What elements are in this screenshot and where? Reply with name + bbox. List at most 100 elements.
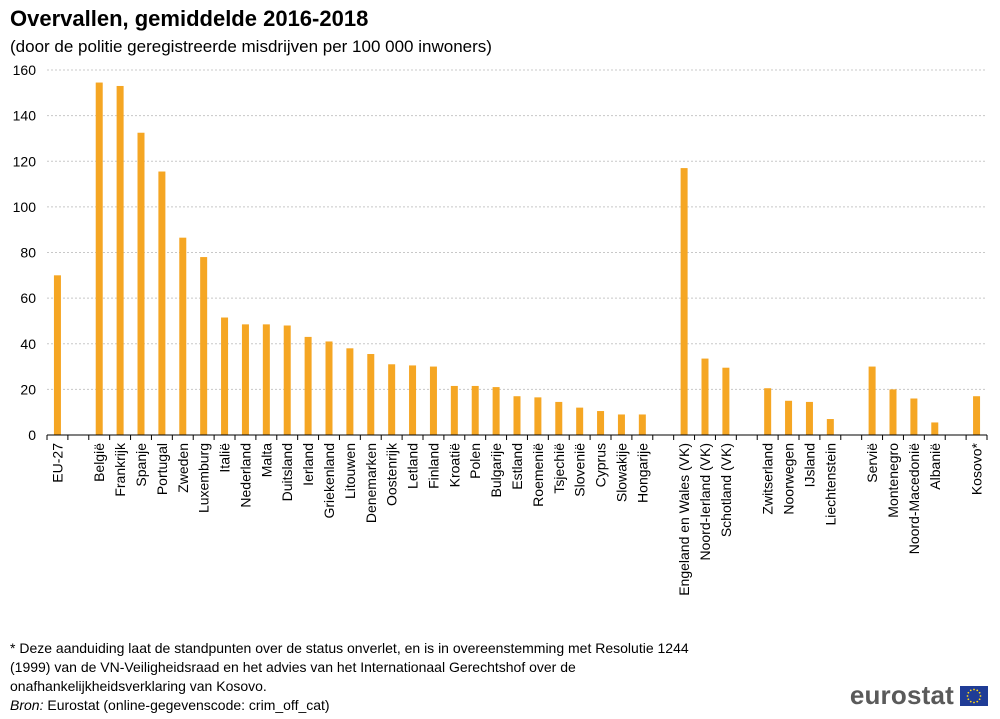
bar	[409, 365, 417, 435]
flag-star	[966, 694, 969, 697]
bar	[680, 168, 688, 435]
bar	[346, 348, 354, 435]
bar	[826, 419, 834, 435]
bar	[931, 422, 939, 435]
bar	[53, 275, 61, 435]
y-tick-label: 40	[20, 336, 36, 352]
x-tick-label: Zweden	[175, 443, 191, 493]
x-tick-label: Spanje	[133, 443, 149, 487]
x-tick-label: Noord-Ierland (VK)	[697, 443, 713, 561]
bar	[513, 396, 521, 435]
footnote-line-3: onafhankelijkheidsverklaring van Kosovo.	[10, 678, 267, 694]
y-tick-label: 80	[20, 245, 36, 261]
chart-title: Overvallen, gemiddelde 2016-2018	[10, 6, 369, 31]
bar	[158, 171, 166, 435]
bar	[534, 397, 542, 435]
x-tick-label: Noorwegen	[781, 443, 797, 515]
eu-flag-icon	[960, 685, 988, 706]
y-tick-label: 160	[13, 62, 37, 78]
flag-star	[969, 688, 972, 691]
x-tick-label: Nederland	[237, 443, 253, 508]
flag-star	[978, 697, 981, 700]
bar	[283, 325, 291, 435]
bar	[450, 385, 458, 435]
x-tick-label: Frankrijk	[112, 442, 128, 497]
x-tick-label: Griekenland	[321, 443, 337, 519]
x-tick-label: Luxemburg	[196, 443, 212, 513]
source-label: Bron:	[10, 697, 44, 713]
y-tick-label: 0	[28, 427, 36, 443]
bar	[137, 132, 145, 435]
footnote-line-1: * Deze aanduiding laat de standpunten ov…	[10, 640, 689, 656]
x-tick-label: Ierland	[300, 443, 316, 486]
bar	[200, 257, 208, 435]
bar	[471, 385, 479, 435]
x-tick-label: Litouwen	[342, 443, 358, 499]
footnotes: * Deze aanduiding laat de standpunten ov…	[10, 639, 810, 715]
x-tick-label: Servië	[864, 443, 880, 483]
bar	[241, 324, 249, 435]
bar	[179, 237, 187, 435]
bar	[597, 411, 605, 435]
x-tick-label: Italië	[217, 443, 233, 473]
x-tick-label: Slovenië	[572, 443, 588, 497]
x-tick-label: Roemenië	[530, 443, 546, 507]
bar	[973, 396, 981, 435]
logo-text: eurostat	[849, 680, 954, 710]
bar	[638, 414, 646, 435]
x-tick-label: Duitsland	[279, 443, 295, 501]
bar	[764, 388, 772, 435]
eurostat-logo: eurostat	[850, 680, 988, 711]
x-tick-label: Portugal	[154, 443, 170, 495]
x-tick-label: Malta	[258, 443, 274, 477]
bar	[95, 82, 103, 435]
tick-labels: 0 20 40 60 80 100 120 140 160 EU-27 België Frankrij…	[13, 62, 985, 596]
bar	[868, 366, 876, 435]
x-tick-label: Zwitserland	[760, 443, 776, 515]
y-tick-label: 140	[13, 108, 37, 124]
x-tick-label: Kroatië	[446, 443, 462, 488]
y-tick-label: 120	[13, 153, 37, 169]
x-tick-label: Estland	[509, 443, 525, 490]
bar	[492, 387, 500, 435]
x-tick-label: België	[91, 443, 107, 482]
source-text: Eurostat (online-gegevenscode: crim_off_…	[43, 697, 330, 713]
bar	[221, 317, 229, 435]
x-tick-label: Finland	[425, 443, 441, 489]
x-tick-label: EU-27	[49, 443, 65, 483]
bar	[889, 389, 897, 435]
x-tick-label: Polen	[467, 443, 483, 479]
x-tick-label: Oostenrijk	[384, 442, 400, 506]
y-tick-label: 100	[13, 199, 37, 215]
bar	[805, 401, 813, 435]
chart-subtitle: (door de politie geregistreerde misdrijv…	[10, 37, 492, 56]
x-tick-label: Schotland (VK)	[718, 443, 734, 537]
x-tick-label: Kosovo*	[969, 442, 985, 495]
flag-star	[976, 688, 979, 691]
source-line: Bron: Eurostat (online-gegevenscode: cri…	[10, 696, 810, 715]
y-tick-label: 60	[20, 290, 36, 306]
axes	[46, 434, 988, 440]
x-tick-label: Letland	[405, 443, 421, 489]
bar	[304, 336, 312, 435]
flag-star	[973, 688, 975, 690]
flag-star	[967, 697, 970, 700]
y-tick-label: 20	[20, 381, 36, 397]
bar	[325, 341, 333, 435]
bar	[555, 401, 563, 435]
bar	[367, 354, 375, 435]
footnote-line-2: (1999) van de VN-Veiligheidsraad en het …	[10, 659, 576, 675]
flag-star	[969, 700, 972, 703]
x-tick-label: Tsjechië	[551, 443, 567, 494]
bar	[910, 398, 918, 435]
gridlines	[47, 69, 987, 390]
bars	[53, 82, 981, 435]
bar	[722, 367, 730, 435]
flag-star	[976, 700, 979, 703]
x-tick-label: Bulgarije	[488, 443, 504, 498]
x-tick-label: Engeland en Wales (VK)	[676, 443, 692, 596]
bar	[785, 400, 793, 435]
x-tick-label: Denemarken	[363, 443, 379, 523]
x-tick-label: Albanië	[927, 443, 943, 490]
bar	[576, 407, 584, 435]
